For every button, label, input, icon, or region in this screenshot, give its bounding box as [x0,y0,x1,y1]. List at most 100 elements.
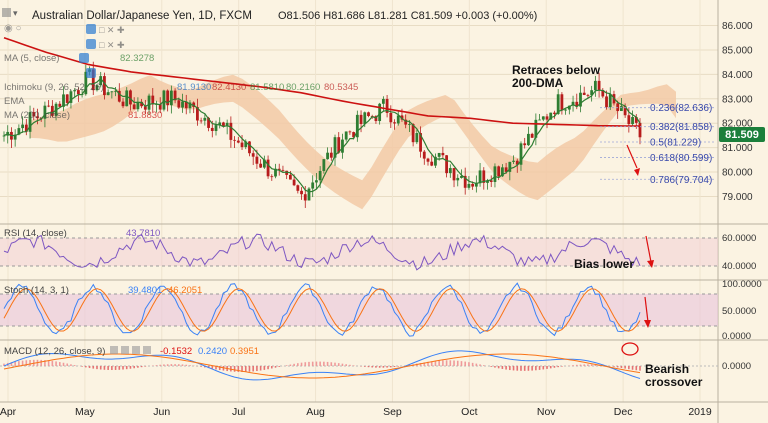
ichimoku-cloud [30,74,676,210]
macd-bar [445,360,448,366]
candle-body [129,90,132,105]
candle-body [408,124,411,125]
candle-body [43,105,47,119]
fib-label: 0.5(81.229) [650,138,701,149]
bearish-annotation: Bearish [645,362,689,376]
macd-bar [85,366,87,368]
macd-bar [200,366,202,367]
macd-bar [624,366,626,369]
macd-bar [122,366,124,370]
candle-body [341,139,344,153]
price-grid [0,0,718,402]
macd-bar [590,364,593,366]
candle-body [58,103,62,107]
month-label: Aug [306,406,325,418]
macd-bar [125,366,128,370]
macd-bar [285,365,288,366]
candle-body [396,115,400,124]
legend-blank-1: ◉ ○ [4,23,22,34]
ma5-legend: MA (5, close) [4,53,59,64]
candle-body [474,183,478,187]
candle-body [344,131,348,140]
candle-body [601,90,605,97]
candle-body [582,92,586,95]
candle-body [553,112,556,114]
svg-text:▾: ▾ [13,8,18,18]
candle-body [307,188,311,201]
macd-bar [337,363,340,366]
candle-body [504,167,508,172]
price-tick: 80.000 [722,168,753,179]
macd-bar [345,364,347,366]
macd-bar [248,366,251,372]
macd-bar [553,366,556,368]
candle-body [620,106,623,112]
macd-line [3,350,641,381]
settings-icon[interactable] [86,68,96,78]
settings-icon[interactable] [86,39,96,49]
macd-bar [575,364,578,366]
candle-body [426,158,430,162]
macd-bar [66,363,69,366]
macd-label: MACD (12, 26, close, 9) [4,346,105,357]
macd-bar [363,366,366,367]
macd-bar [397,366,400,367]
settings-icon[interactable] [79,53,89,63]
month-label: Apr [0,406,17,418]
candle-body [285,170,289,175]
ichimoku-value-3: 81.5810 [250,82,284,93]
candle-body [222,122,225,127]
candle-body [545,116,549,120]
candle-body [422,151,426,159]
macd-bar [278,366,281,367]
candle-body [207,117,210,128]
candle-body [567,105,571,110]
macd-value-signal: 0.3951 [230,346,259,357]
month-label: Jun [153,406,170,418]
candle-body [255,156,259,164]
price-tag-value: 81.509 [725,129,759,141]
candle-body [560,94,564,111]
axis-bg [718,0,768,423]
candle-body [84,71,88,95]
macd-bar [58,362,61,366]
macd-bar [390,366,392,368]
candle-body [270,176,274,178]
candle-body [281,169,285,171]
candle-body [333,137,337,158]
fib-label: 0.382(81.858) [650,122,712,133]
stoch-label: Stoch (14, 3, 1) [4,285,69,296]
candle-body [486,180,489,183]
candle-body [359,114,363,125]
macd-bar [252,366,254,372]
macd-bar [21,360,24,366]
price-tick: 81.000 [722,143,753,154]
candle-body [512,160,515,162]
macd-bar [81,366,83,367]
month-label: Oct [461,406,477,418]
candle-body [132,104,136,110]
settings-icon[interactable] [86,24,96,34]
candle-body [549,112,553,120]
candle-body [400,115,404,120]
macd-bar [471,362,474,366]
macd-bar [639,366,641,371]
candle-body [296,185,300,191]
candle-body [136,101,140,110]
candle-body [389,112,393,123]
candle-body [374,116,378,122]
header-icons[interactable]: ▾ [2,8,18,18]
macd-bar [10,362,13,366]
macd-bar [204,366,206,368]
macd-legend-icons[interactable] [110,346,151,354]
macd-bar [464,361,466,366]
macd-bar [367,366,370,368]
candle-body [318,170,322,181]
candle-body [147,95,151,110]
candle-body [251,153,255,157]
macd-bar [501,366,504,369]
candle-body [538,119,541,121]
macd-bar [166,364,169,366]
candle-body [497,166,501,177]
